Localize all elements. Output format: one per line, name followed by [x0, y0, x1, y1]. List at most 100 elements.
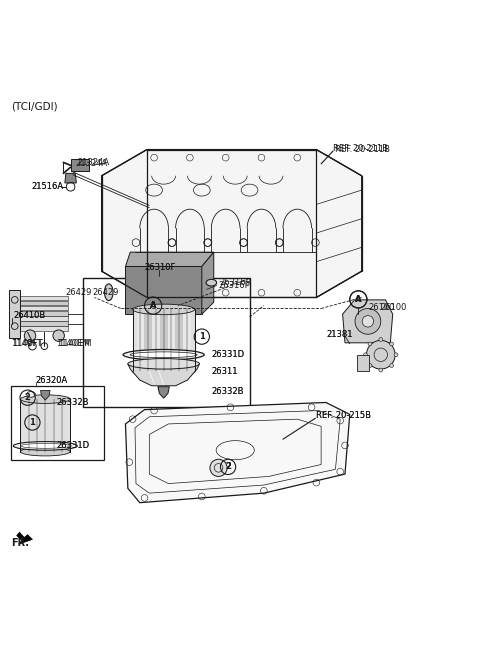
Text: 26320A: 26320A: [36, 376, 68, 384]
Text: 26320A: 26320A: [36, 376, 68, 384]
Polygon shape: [158, 387, 169, 398]
Circle shape: [368, 363, 372, 367]
Bar: [21, 301, 68, 306]
Text: 26310F: 26310F: [144, 263, 176, 272]
Text: 21381: 21381: [326, 330, 352, 339]
Ellipse shape: [206, 279, 216, 286]
Ellipse shape: [137, 342, 191, 351]
Bar: [152, 309, 160, 371]
Text: 26311: 26311: [211, 367, 238, 376]
Ellipse shape: [132, 304, 195, 315]
Text: 21516A: 21516A: [32, 182, 63, 191]
Circle shape: [355, 308, 381, 334]
Text: REF. 20-215B: REF. 20-215B: [316, 411, 372, 420]
Polygon shape: [102, 150, 362, 298]
Text: 26316P: 26316P: [218, 281, 250, 290]
Bar: [160, 309, 168, 371]
Text: 2: 2: [225, 463, 231, 471]
Polygon shape: [125, 252, 214, 267]
Bar: [21, 296, 68, 300]
Text: 26410B: 26410B: [13, 311, 46, 320]
Text: 26332B: 26332B: [56, 398, 89, 407]
Circle shape: [53, 330, 64, 342]
Bar: [21, 399, 70, 451]
Text: 21516A: 21516A: [32, 182, 63, 191]
Bar: [132, 309, 195, 371]
Text: REF. 20-215B: REF. 20-215B: [316, 411, 372, 420]
Bar: [21, 321, 68, 326]
Text: A: A: [150, 301, 156, 310]
Polygon shape: [9, 290, 21, 338]
Text: 21324A: 21324A: [78, 158, 110, 167]
Text: 26331D: 26331D: [56, 441, 89, 450]
Circle shape: [368, 342, 372, 346]
Text: 26429: 26429: [92, 288, 119, 297]
Text: FR.: FR.: [11, 538, 29, 548]
Text: 2: 2: [24, 393, 31, 402]
Text: 26332B: 26332B: [56, 398, 89, 407]
Text: 21381: 21381: [326, 330, 352, 339]
Circle shape: [364, 353, 367, 357]
Text: 26316P: 26316P: [219, 278, 251, 287]
Polygon shape: [125, 267, 202, 314]
Ellipse shape: [137, 319, 191, 328]
Bar: [21, 327, 68, 331]
Text: 1: 1: [29, 418, 36, 427]
Circle shape: [210, 459, 227, 476]
Circle shape: [24, 330, 36, 342]
Circle shape: [394, 353, 398, 357]
Bar: [83, 279, 250, 407]
Text: 1140EM: 1140EM: [58, 339, 91, 348]
Ellipse shape: [130, 352, 197, 357]
Text: 26331D: 26331D: [211, 350, 244, 359]
Bar: [168, 309, 175, 371]
Bar: [357, 355, 369, 371]
Circle shape: [390, 342, 394, 346]
Circle shape: [366, 340, 395, 369]
Text: 26332B: 26332B: [211, 387, 244, 396]
Ellipse shape: [137, 350, 191, 359]
Circle shape: [379, 338, 383, 342]
Text: REF. 20-211B: REF. 20-211B: [333, 144, 388, 152]
Text: 1140FT: 1140FT: [12, 339, 43, 348]
Bar: [144, 309, 152, 371]
Polygon shape: [71, 159, 89, 171]
Ellipse shape: [137, 334, 191, 344]
Text: 26410B: 26410B: [13, 311, 46, 320]
Text: 1140EM: 1140EM: [56, 339, 90, 348]
Circle shape: [379, 368, 383, 372]
Text: A: A: [150, 301, 156, 310]
Text: 1140FT: 1140FT: [11, 339, 42, 348]
Text: 26331D: 26331D: [56, 441, 89, 450]
Polygon shape: [65, 173, 76, 183]
Ellipse shape: [21, 443, 70, 448]
Circle shape: [390, 363, 394, 367]
Bar: [21, 311, 68, 315]
Text: 26332B: 26332B: [211, 387, 244, 396]
Text: 26429: 26429: [66, 288, 92, 297]
Ellipse shape: [13, 442, 77, 450]
Text: A: A: [355, 295, 361, 304]
Ellipse shape: [21, 395, 70, 403]
Bar: [11, 386, 104, 460]
Text: 21324A: 21324A: [75, 160, 108, 168]
Text: 2: 2: [225, 463, 231, 471]
Polygon shape: [343, 300, 393, 343]
Polygon shape: [202, 252, 214, 314]
Text: REF. 20-211B: REF. 20-211B: [336, 145, 390, 154]
Circle shape: [362, 315, 373, 327]
Ellipse shape: [128, 359, 199, 369]
Bar: [136, 309, 144, 371]
Ellipse shape: [123, 350, 204, 360]
Polygon shape: [40, 390, 50, 400]
Text: 1: 1: [199, 332, 205, 341]
Polygon shape: [17, 532, 33, 544]
Ellipse shape: [27, 392, 35, 397]
Polygon shape: [128, 364, 199, 386]
Bar: [175, 309, 183, 371]
Bar: [183, 309, 191, 371]
Text: 26100: 26100: [369, 304, 395, 313]
Text: (TCI/GDI): (TCI/GDI): [11, 102, 58, 112]
Ellipse shape: [21, 447, 70, 456]
Text: 26100: 26100: [381, 304, 407, 313]
